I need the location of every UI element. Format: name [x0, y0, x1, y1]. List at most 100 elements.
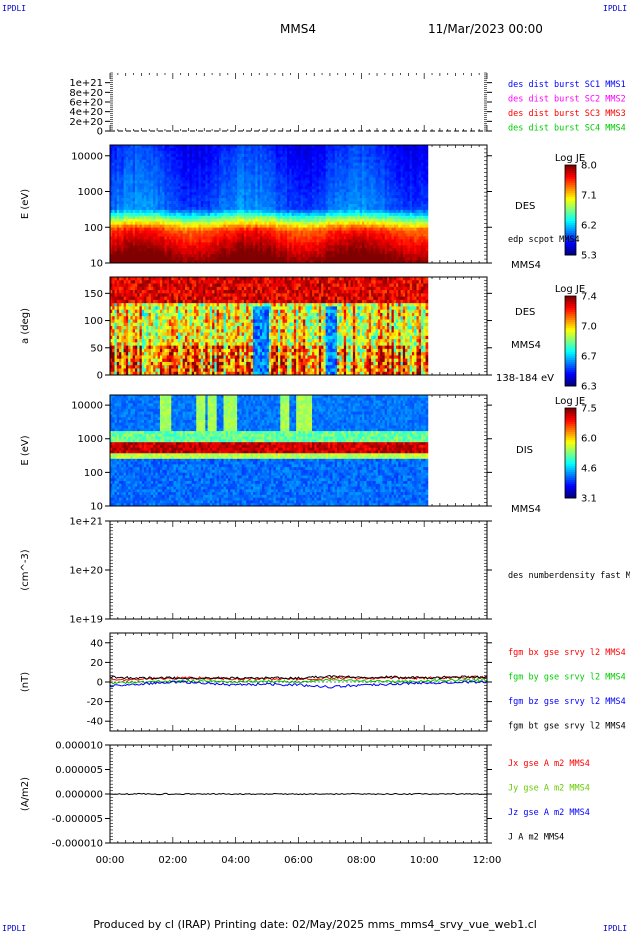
- heatmap-cell: [257, 153, 261, 158]
- heatmap-cell: [184, 233, 188, 237]
- heatmap-cell: [289, 212, 293, 217]
- heatmap-cell: [307, 171, 311, 175]
- heatmap-cell: [264, 239, 268, 243]
- heatmap-cell: [280, 171, 283, 175]
- heatmap-cell: [207, 198, 211, 202]
- heatmap-cell: [203, 218, 206, 223]
- heatmap-cell: [318, 260, 322, 264]
- heatmap-cell: [368, 254, 372, 258]
- heatmap-cell: [112, 224, 115, 228]
- heatmap-cell: [132, 195, 136, 199]
- heatmap-cell: [196, 245, 199, 249]
- heatmap-cell: [110, 145, 113, 149]
- heatmap-cell: [237, 224, 240, 228]
- heatmap-cell: [121, 251, 125, 255]
- heatmap-cell: [327, 233, 331, 237]
- heatmap-cell: [341, 153, 345, 158]
- heatmap-cell: [307, 254, 311, 258]
- heatmap-cell: [114, 224, 118, 228]
- heatmap-cell: [162, 198, 165, 202]
- heatmap-cell: [309, 159, 313, 164]
- heatmap-cell: [237, 159, 240, 164]
- heatmap-cell: [218, 186, 222, 190]
- heatmap-cell: [282, 171, 286, 175]
- heatmap-cell: [212, 245, 215, 249]
- heatmap-cell: [259, 165, 263, 169]
- heatmap-cell: [305, 147, 308, 152]
- heatmap-cell: [230, 254, 233, 258]
- heatmap-cell: [273, 201, 277, 205]
- heatmap-cell: [150, 186, 154, 190]
- heatmap-cell: [255, 224, 258, 228]
- heatmap-cell: [343, 171, 347, 175]
- heatmap-cell: [355, 156, 358, 161]
- heatmap-cell: [239, 156, 243, 161]
- heatmap-cell: [368, 218, 372, 223]
- heatmap-cell: [259, 145, 263, 149]
- heatmap-cell: [173, 257, 177, 261]
- heatmap-cell: [330, 215, 333, 220]
- heatmap-cell: [162, 254, 165, 258]
- heatmap-cell: [141, 192, 145, 196]
- heatmap-cell: [150, 156, 154, 161]
- heatmap-cell: [207, 218, 211, 223]
- heatmap-cell: [284, 201, 288, 205]
- heatmap-cell: [187, 198, 190, 202]
- heatmap-cell: [282, 189, 286, 193]
- heatmap-cell: [225, 145, 229, 149]
- heatmap-cell: [325, 254, 329, 258]
- heatmap-cell: [128, 227, 131, 231]
- heatmap-cell: [352, 177, 356, 181]
- heatmap-cell: [332, 180, 336, 184]
- heatmap-cell: [205, 245, 209, 249]
- heatmap-cell: [316, 227, 320, 231]
- heatmap-cell: [182, 248, 186, 252]
- heatmap-cell: [198, 145, 202, 149]
- heatmap-cell: [257, 189, 261, 193]
- heatmap-cell: [348, 209, 352, 214]
- heatmap-cell: [264, 236, 268, 240]
- heatmap-cell: [250, 180, 254, 184]
- heatmap-cell: [264, 156, 268, 161]
- heatmap-cell: [305, 215, 308, 220]
- heatmap-cell: [162, 201, 165, 205]
- heatmap-cell: [121, 260, 125, 264]
- heatmap-cell: [200, 162, 204, 167]
- heatmap-cell: [271, 242, 274, 246]
- heatmap-cell: [357, 221, 361, 226]
- heatmap-cell: [216, 180, 220, 184]
- heatmap-cell: [116, 248, 120, 252]
- heatmap-cell: [323, 227, 327, 231]
- heatmap-cell: [196, 221, 199, 226]
- heatmap-cell: [268, 180, 272, 184]
- heatmap-cell: [166, 174, 170, 178]
- heatmap-cell: [132, 248, 136, 252]
- heatmap-cell: [330, 239, 333, 243]
- heatmap-cell: [248, 147, 252, 152]
- heatmap-cell: [125, 245, 129, 249]
- heatmap-cell: [246, 150, 249, 155]
- heatmap-cell: [321, 177, 324, 181]
- heatmap-cell: [134, 180, 138, 184]
- heatmap-cell: [325, 186, 329, 190]
- heatmap-cell: [196, 230, 199, 234]
- heatmap-cell: [293, 156, 297, 161]
- heatmap-cell: [209, 165, 213, 169]
- heatmap-cell: [357, 204, 361, 208]
- heatmap-cell: [232, 215, 236, 220]
- heatmap-cell: [305, 168, 308, 172]
- heatmap-cell: [232, 254, 236, 258]
- heatmap-cell: [282, 218, 286, 223]
- heatmap-cell: [191, 227, 195, 231]
- heatmap-cell: [212, 206, 215, 211]
- heatmap-cell: [216, 192, 220, 196]
- heatmap-cell: [139, 251, 143, 255]
- heatmap-cell: [243, 260, 247, 264]
- heatmap-cell: [234, 239, 238, 243]
- heatmap-cell: [209, 233, 213, 237]
- heatmap-cell: [239, 165, 243, 169]
- heatmap-cell: [205, 159, 209, 164]
- heatmap-cell: [141, 145, 145, 149]
- heatmap-cell: [239, 162, 243, 167]
- heatmap-cell: [280, 162, 283, 167]
